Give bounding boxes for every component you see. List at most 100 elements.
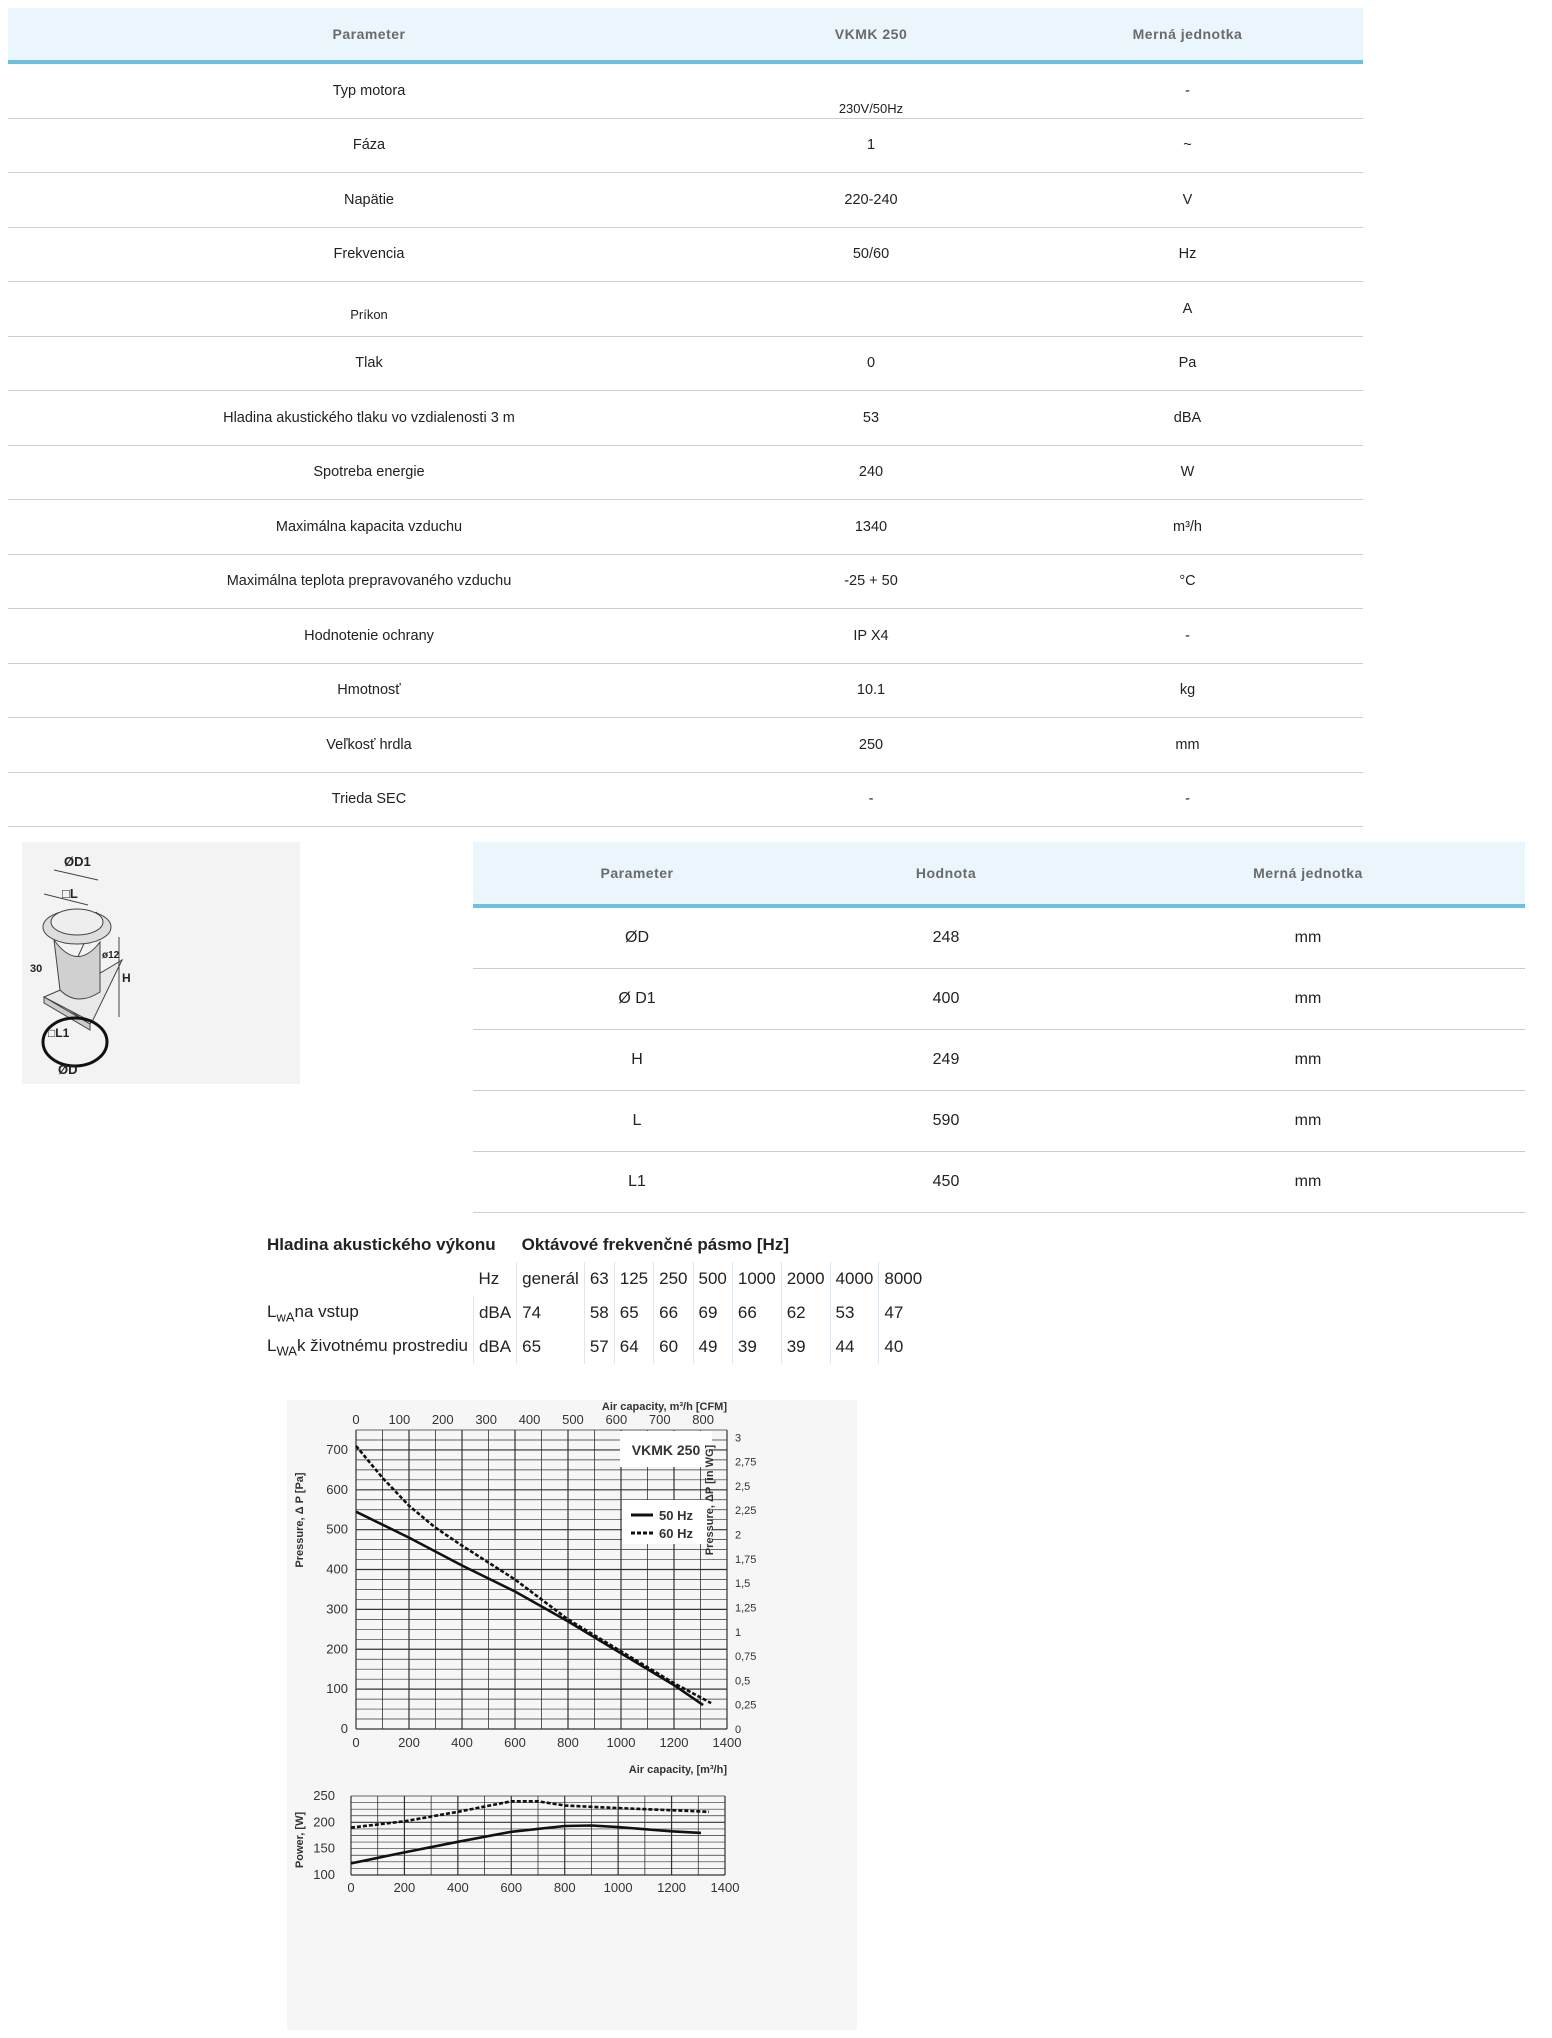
param-cell: Fáza [8, 118, 730, 173]
value-cell: 62 [780, 1296, 831, 1330]
chart-title: VKMK 250 [632, 1442, 701, 1458]
table-row: Veľkosť hrdla 250 mm [8, 717, 1363, 773]
param-cell: H [473, 1029, 801, 1091]
table-row: Maximálna kapacita vzduchu 1340 m³/h [8, 499, 1363, 555]
svg-text:ØD1: ØD1 [64, 854, 91, 869]
x-tick-label: 0 [347, 1880, 354, 1895]
x2-tick-label: 0 [352, 1412, 359, 1427]
unit-cell: dBA [1012, 390, 1363, 446]
value-cell: 248 [801, 906, 1091, 969]
dimension-table: Parameter Hodnota Merná jednotka ØD 248 mm… [473, 842, 1525, 1213]
acoustic-row: LWAk životnému prostrediu dBA 65 57 64 60 49 39… [262, 1330, 928, 1364]
value-cell: 590 [801, 1090, 1091, 1152]
y-tick-label: 600 [326, 1482, 348, 1497]
unit-cell: kg [1012, 663, 1363, 718]
spec-table: Parameter VKMK 250 Merná jednotka Typ mo… [8, 8, 1363, 827]
value-cell: 66 [731, 1296, 782, 1330]
chart-title-box [620, 1431, 712, 1467]
y2-tick-label: 3 [735, 1432, 741, 1444]
header-unit: Merná jednotka [1012, 8, 1363, 64]
value-cell: 49 [692, 1330, 733, 1364]
band-header: 1000 [731, 1262, 782, 1296]
value-cell [730, 281, 1012, 337]
unit-cell: - [1012, 772, 1363, 827]
unit-cell: mm [1091, 1151, 1525, 1213]
param-cell: Frekvencia [8, 227, 730, 282]
band-header: 2000 [780, 1262, 831, 1296]
band-header: 63 [583, 1262, 615, 1296]
y2-tick-label: 1,5 [735, 1578, 750, 1590]
legend-label: 50 Hz [659, 1508, 693, 1523]
value-cell: 47 [878, 1296, 928, 1330]
value-cell: 65 [516, 1330, 585, 1364]
svg-text:ØD: ØD [58, 1062, 78, 1077]
y-tick-label: 0 [341, 1721, 348, 1736]
fan-drawing-icon: ØD1 □L ø12 H 30 □L1 ØD [30, 854, 131, 1077]
x2-tick-label: 100 [389, 1412, 411, 1427]
unit-cell: mm [1091, 906, 1525, 969]
y2-tick-label: 0 [735, 1724, 741, 1736]
band-header: 8000 [878, 1262, 928, 1296]
header-parameter: Parameter [8, 8, 730, 64]
y-tick-label: 300 [326, 1601, 348, 1616]
y-tick-label: 500 [326, 1522, 348, 1537]
x-axis-title: Air capacity, [m³/h] [629, 1764, 728, 1776]
x-tick-label: 800 [554, 1880, 576, 1895]
value-cell: 230V/50Hz [730, 62, 1012, 119]
x-tick-label: 1200 [660, 1735, 689, 1750]
unit-cell: V [1012, 172, 1363, 228]
y-axis-title: Pressure, Δ P [Pa] [294, 1472, 306, 1567]
param-cell: Veľkosť hrdla [8, 717, 730, 773]
table-row: ØD 248 mm [473, 906, 1525, 969]
row-label: LWAk životnému prostrediu [267, 1335, 468, 1359]
value-cell: 10.1 [730, 663, 1012, 718]
x2-tick-label: 200 [432, 1412, 454, 1427]
y2-tick-label: 1 [735, 1627, 741, 1639]
table-row: Hodnotenie ochrany IP X4- [8, 608, 1363, 664]
unit-cell: mm [1012, 717, 1363, 773]
value-cell: 60 [653, 1330, 693, 1364]
value-cell: 44 [829, 1330, 879, 1364]
value-cell: 66 [653, 1296, 693, 1330]
param-cell: ØD [473, 906, 801, 969]
x-tick-label: 1200 [657, 1880, 686, 1895]
value-cell: - [730, 772, 1012, 827]
value-cell: 74 [516, 1296, 585, 1330]
header-value: Hodnota [801, 842, 1091, 908]
table-row: Hladina akustického tlaku vo vzdialenost… [8, 390, 1363, 446]
y2-axis-title: Pressure, ΔP [in WG] [704, 1444, 716, 1555]
param-cell: Napätie [8, 172, 730, 228]
svg-text:30: 30 [30, 963, 42, 975]
x2-tick-label: 800 [692, 1412, 714, 1427]
value-cell: 69 [692, 1296, 733, 1330]
y-tick-label: 700 [326, 1442, 348, 1457]
table-row: Napätie 220-240 V [8, 172, 1363, 228]
value-cell: -25 + 50 [730, 554, 1012, 609]
x-tick-label: 600 [504, 1735, 526, 1750]
x2-axis-title: Air capacity, m³/h [CFM] [602, 1401, 727, 1413]
table-row: Ø D1 400 mm [473, 968, 1525, 1030]
x-tick-label: 400 [447, 1880, 469, 1895]
value-cell: 249 [801, 1029, 1091, 1091]
param-cell: Typ motora [8, 62, 730, 119]
param-cell: Ø D1 [473, 968, 801, 1030]
value-cell: 58 [583, 1296, 615, 1330]
row-label: LwAna vstup [267, 1301, 359, 1325]
unit-cell: mm [1091, 1029, 1525, 1091]
band-header: 500 [692, 1262, 733, 1296]
x-tick-label: 600 [500, 1880, 522, 1895]
header-unit: Merná jednotka [1091, 842, 1525, 908]
unit-cell: - [1012, 608, 1363, 664]
unit-cell: A [1012, 281, 1363, 337]
unit-cell: dBA [472, 1330, 517, 1364]
y-tick-label: 100 [313, 1867, 335, 1882]
band-header: 125 [613, 1262, 654, 1296]
y2-tick-label: 0,25 [735, 1700, 756, 1712]
y2-tick-label: 2 [735, 1530, 741, 1542]
acoustic-power-table: Hladina akustického výkonu Oktávové frek… [262, 1228, 928, 1364]
y-tick-label: 200 [326, 1641, 348, 1656]
value-cell: 50/60 [730, 227, 1012, 282]
band-header: 4000 [829, 1262, 879, 1296]
product-dimension-drawing: ØD1 □L ø12 H 30 □L1 ØD [22, 842, 300, 1084]
legend-box [622, 1500, 712, 1544]
